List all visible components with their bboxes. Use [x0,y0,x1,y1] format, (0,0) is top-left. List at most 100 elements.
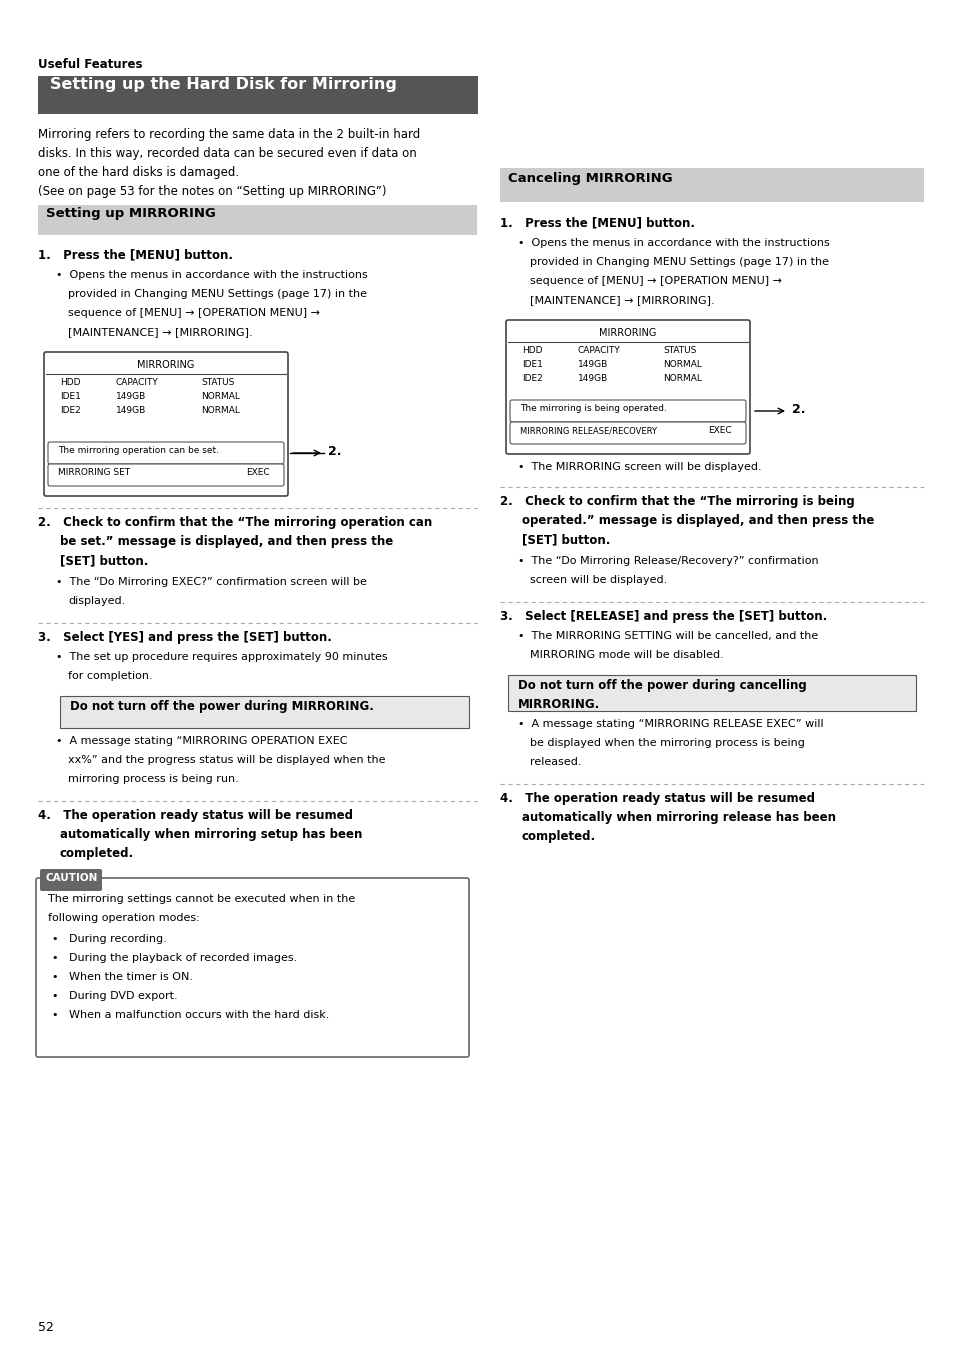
FancyBboxPatch shape [48,442,284,463]
Text: sequence of [MENU] → [OPERATION MENU] →: sequence of [MENU] → [OPERATION MENU] → [68,308,319,317]
Text: NORMAL: NORMAL [662,374,701,382]
Text: The mirroring is being operated.: The mirroring is being operated. [519,404,666,413]
Text: 3.   Select [RELEASE] and press the [SET] button.: 3. Select [RELEASE] and press the [SET] … [499,611,826,623]
Text: Setting up the Hard Disk for Mirroring: Setting up the Hard Disk for Mirroring [50,77,396,92]
Text: STATUS: STATUS [662,346,696,355]
Text: •  The MIRRORING SETTING will be cancelled, and the: • The MIRRORING SETTING will be cancelle… [517,631,818,640]
Text: mirroring process is being run.: mirroring process is being run. [68,774,238,784]
Text: 149GB: 149GB [116,392,146,401]
Text: •  The set up procedure requires approximately 90 minutes: • The set up procedure requires approxim… [56,653,387,662]
Text: STATUS: STATUS [201,378,234,386]
Text: 149GB: 149GB [578,374,608,382]
Text: EXEC: EXEC [246,467,270,477]
Text: [SET] button.: [SET] button. [521,534,610,546]
Text: MIRRORING RELEASE/RECOVERY: MIRRORING RELEASE/RECOVERY [519,426,657,435]
Text: IDE2: IDE2 [521,374,542,382]
Text: •  Opens the menus in accordance with the instructions: • Opens the menus in accordance with the… [56,270,367,280]
Text: IDE2: IDE2 [60,407,81,415]
Text: screen will be displayed.: screen will be displayed. [530,576,666,585]
Text: CAPACITY: CAPACITY [578,346,620,355]
Text: [MAINTENANCE] → [MIRRORING].: [MAINTENANCE] → [MIRRORING]. [68,327,253,336]
Text: automatically when mirroring release has been: automatically when mirroring release has… [521,811,835,824]
Text: •  The “Do Mirroring EXEC?” confirmation screen will be: • The “Do Mirroring EXEC?” confirmation … [56,577,367,586]
Text: MIRRORING SET: MIRRORING SET [58,467,130,477]
Text: xx%” and the progress status will be displayed when the: xx%” and the progress status will be dis… [68,755,385,765]
Bar [507,676,915,711]
FancyBboxPatch shape [36,878,469,1056]
Text: MIRRORING mode will be disabled.: MIRRORING mode will be disabled. [530,650,723,661]
Text: 149GB: 149GB [578,359,608,369]
Text: completed.: completed. [521,830,596,843]
Text: NORMAL: NORMAL [201,407,239,415]
Text: •   During recording.: • During recording. [52,934,167,944]
FancyBboxPatch shape [505,320,749,454]
Text: automatically when mirroring setup has been: automatically when mirroring setup has b… [60,828,362,842]
Text: CAUTION: CAUTION [46,873,98,884]
Text: IDE1: IDE1 [521,359,542,369]
Text: 2.: 2. [328,444,341,458]
Bar [38,205,476,235]
Text: •  A message stating “MIRRORING OPERATION EXEC: • A message stating “MIRRORING OPERATION… [56,736,347,746]
Text: 1.   Press the [MENU] button.: 1. Press the [MENU] button. [499,216,695,230]
Text: •  A message stating “MIRRORING RELEASE EXEC” will: • A message stating “MIRRORING RELEASE E… [517,719,822,730]
Text: completed.: completed. [60,847,134,861]
Text: provided in Changing MENU Settings (page 17) in the: provided in Changing MENU Settings (page… [530,257,828,267]
Text: Mirroring refers to recording the same data in the 2 built-in hard: Mirroring refers to recording the same d… [38,128,420,141]
Text: NORMAL: NORMAL [201,392,239,401]
Text: [MAINTENANCE] → [MIRRORING].: [MAINTENANCE] → [MIRRORING]. [530,295,714,305]
Text: Setting up MIRRORING: Setting up MIRRORING [46,207,215,220]
Text: 1.   Press the [MENU] button.: 1. Press the [MENU] button. [38,249,233,261]
Text: •  The MIRRORING screen will be displayed.: • The MIRRORING screen will be displayed… [517,462,760,471]
Text: Do not turn off the power during cancelling: Do not turn off the power during cancell… [517,680,806,692]
Text: Canceling MIRRORING: Canceling MIRRORING [507,172,672,185]
Text: displayed.: displayed. [68,596,125,607]
Text: Do not turn off the power during MIRRORING.: Do not turn off the power during MIRRORI… [70,700,374,713]
Bar [42,871,100,889]
Bar [60,696,469,728]
Text: released.: released. [530,757,581,767]
Text: •   When a malfunction occurs with the hard disk.: • When a malfunction occurs with the har… [52,1011,329,1020]
Text: 4.   The operation ready status will be resumed: 4. The operation ready status will be re… [499,792,814,805]
Text: •  Opens the menus in accordance with the instructions: • Opens the menus in accordance with the… [517,238,829,249]
Text: 3.   Select [YES] and press the [SET] button.: 3. Select [YES] and press the [SET] butt… [38,631,332,644]
Bar [499,168,923,203]
Text: MIRRORING.: MIRRORING. [517,698,599,711]
Text: be set.” message is displayed, and then press the: be set.” message is displayed, and then … [60,535,393,549]
Text: CAPACITY: CAPACITY [116,378,158,386]
FancyBboxPatch shape [40,869,102,892]
Text: be displayed when the mirroring process is being: be displayed when the mirroring process … [530,738,804,748]
FancyBboxPatch shape [44,353,288,496]
Text: operated.” message is displayed, and then press the: operated.” message is displayed, and the… [521,513,874,527]
Text: 2.   Check to confirm that the “The mirroring is being: 2. Check to confirm that the “The mirror… [499,494,854,508]
Bar [38,76,477,113]
Text: NORMAL: NORMAL [662,359,701,369]
Text: HDD: HDD [521,346,542,355]
FancyBboxPatch shape [510,400,745,422]
Text: [SET] button.: [SET] button. [60,554,149,567]
Text: •   During the playback of recorded images.: • During the playback of recorded images… [52,952,297,963]
Text: one of the hard disks is damaged.: one of the hard disks is damaged. [38,166,239,178]
Text: Useful Features: Useful Features [38,58,142,72]
Text: 149GB: 149GB [116,407,146,415]
Text: MIRRORING: MIRRORING [137,359,194,370]
Text: MIRRORING: MIRRORING [598,328,656,338]
Text: 2.: 2. [791,403,804,416]
Text: EXEC: EXEC [708,426,731,435]
Text: for completion.: for completion. [68,671,152,681]
Text: HDD: HDD [60,378,80,386]
Text: sequence of [MENU] → [OPERATION MENU] →: sequence of [MENU] → [OPERATION MENU] → [530,276,781,286]
Text: provided in Changing MENU Settings (page 17) in the: provided in Changing MENU Settings (page… [68,289,367,299]
Text: (See on page 53 for the notes on “Setting up MIRRORING”): (See on page 53 for the notes on “Settin… [38,185,386,199]
Text: 4.   The operation ready status will be resumed: 4. The operation ready status will be re… [38,809,353,821]
FancyBboxPatch shape [48,463,284,486]
Text: •   During DVD export.: • During DVD export. [52,992,177,1001]
Text: IDE1: IDE1 [60,392,81,401]
Text: disks. In this way, recorded data can be secured even if data on: disks. In this way, recorded data can be… [38,147,416,159]
FancyBboxPatch shape [510,422,745,444]
Text: •  The “Do Mirroring Release/Recovery?” confirmation: • The “Do Mirroring Release/Recovery?” c… [517,557,818,566]
Text: The mirroring operation can be set.: The mirroring operation can be set. [58,446,219,455]
Text: The mirroring settings cannot be executed when in the: The mirroring settings cannot be execute… [48,894,355,904]
Text: following operation modes:: following operation modes: [48,913,199,923]
Text: 2.   Check to confirm that the “The mirroring operation can: 2. Check to confirm that the “The mirror… [38,516,432,530]
Text: 52: 52 [38,1321,53,1333]
